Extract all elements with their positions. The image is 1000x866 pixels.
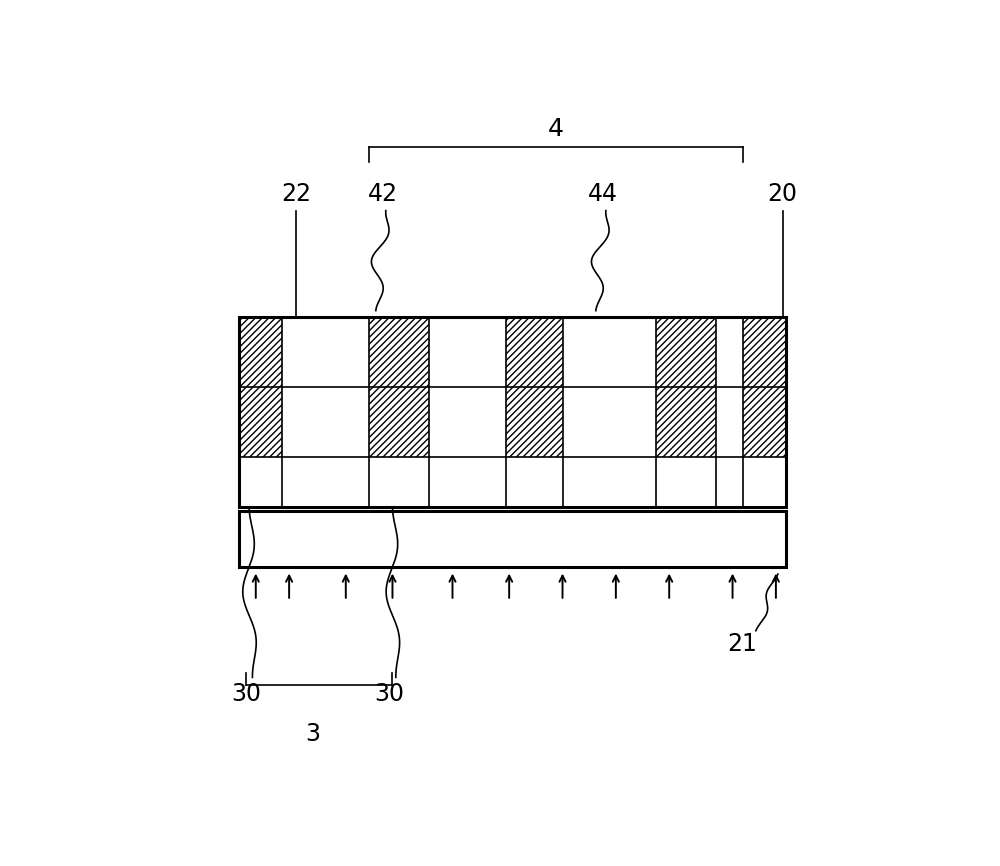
Bar (656, 387, 716, 457)
Bar (743, 317, 786, 387)
Bar (656, 317, 716, 387)
Text: 44: 44 (588, 182, 618, 206)
Bar (239, 387, 282, 457)
Bar (369, 317, 429, 387)
Bar (369, 387, 429, 457)
Bar (506, 387, 563, 457)
Text: 30: 30 (374, 682, 404, 706)
Text: 20: 20 (768, 182, 798, 206)
Text: 3: 3 (305, 722, 320, 746)
Bar (506, 387, 563, 457)
Text: 4: 4 (548, 117, 564, 141)
Bar (239, 317, 282, 387)
Bar (239, 317, 282, 387)
Bar (656, 317, 716, 387)
Bar (743, 317, 786, 387)
Text: 30: 30 (231, 682, 261, 706)
Bar (506, 317, 563, 387)
Bar (239, 317, 786, 507)
Text: 22: 22 (281, 182, 311, 206)
Bar (369, 317, 429, 387)
Bar (369, 387, 429, 457)
Text: 42: 42 (367, 182, 397, 206)
Bar (743, 387, 786, 457)
Bar (239, 511, 786, 567)
Bar (239, 387, 282, 457)
Bar (656, 387, 716, 457)
Text: 21: 21 (728, 632, 757, 656)
Bar (506, 317, 563, 387)
Bar (743, 387, 786, 457)
